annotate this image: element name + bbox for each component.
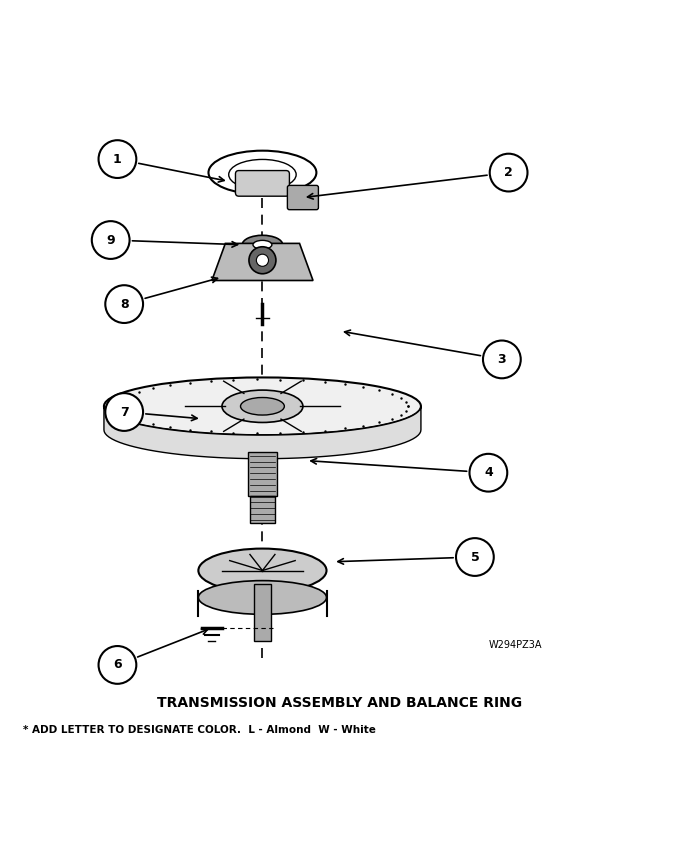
Text: 3: 3 — [498, 353, 506, 366]
Bar — [248, 453, 277, 496]
Ellipse shape — [256, 254, 269, 266]
Bar — [254, 584, 271, 642]
Circle shape — [105, 393, 143, 431]
Text: TRANSMISSION ASSEMBLY AND BALANCE RING: TRANSMISSION ASSEMBLY AND BALANCE RING — [158, 696, 522, 711]
Ellipse shape — [242, 236, 283, 254]
Text: 9: 9 — [106, 233, 115, 247]
Ellipse shape — [104, 378, 421, 435]
Bar — [250, 496, 275, 523]
Text: 7: 7 — [120, 406, 129, 419]
FancyBboxPatch shape — [235, 170, 290, 197]
Circle shape — [99, 140, 136, 178]
Ellipse shape — [199, 549, 326, 592]
Circle shape — [469, 454, 507, 492]
Circle shape — [490, 154, 528, 191]
Circle shape — [105, 285, 143, 323]
Text: 2: 2 — [505, 166, 513, 179]
Polygon shape — [104, 406, 421, 459]
Text: 4: 4 — [484, 466, 493, 479]
Ellipse shape — [241, 397, 284, 415]
Text: * ADD LETTER TO DESIGNATE COLOR.  L - Almond  W - White: * ADD LETTER TO DESIGNATE COLOR. L - Alm… — [23, 725, 376, 735]
Circle shape — [456, 538, 494, 576]
Circle shape — [92, 221, 130, 259]
Ellipse shape — [253, 240, 272, 249]
Text: W294PZ3A: W294PZ3A — [488, 640, 542, 649]
Text: 5: 5 — [471, 551, 479, 563]
Text: 8: 8 — [120, 298, 129, 311]
Text: 6: 6 — [113, 659, 122, 671]
Ellipse shape — [199, 580, 326, 614]
Text: 1: 1 — [113, 152, 122, 166]
PathPatch shape — [212, 243, 313, 281]
Circle shape — [99, 646, 136, 684]
Circle shape — [483, 340, 521, 379]
Ellipse shape — [249, 247, 276, 274]
Ellipse shape — [222, 390, 303, 422]
FancyBboxPatch shape — [288, 186, 318, 209]
